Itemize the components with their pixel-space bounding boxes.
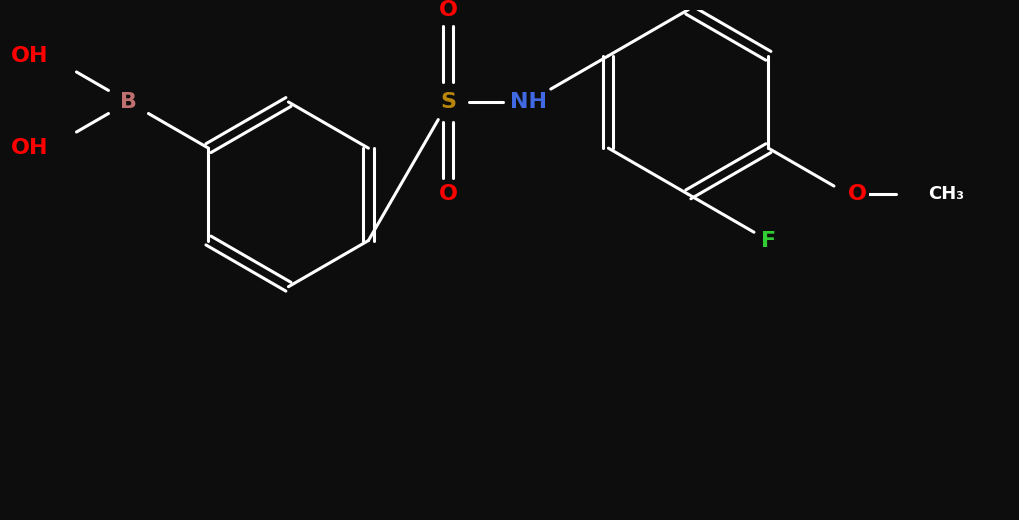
Text: OH: OH (11, 46, 49, 66)
Text: F: F (761, 230, 775, 251)
Text: CH₃: CH₃ (928, 185, 964, 203)
Text: O: O (849, 185, 867, 204)
Text: O: O (439, 0, 458, 20)
Text: OH: OH (11, 138, 49, 158)
Text: O: O (439, 185, 458, 204)
Text: S: S (440, 92, 457, 112)
Text: NH: NH (510, 92, 547, 112)
Text: B: B (120, 92, 137, 112)
